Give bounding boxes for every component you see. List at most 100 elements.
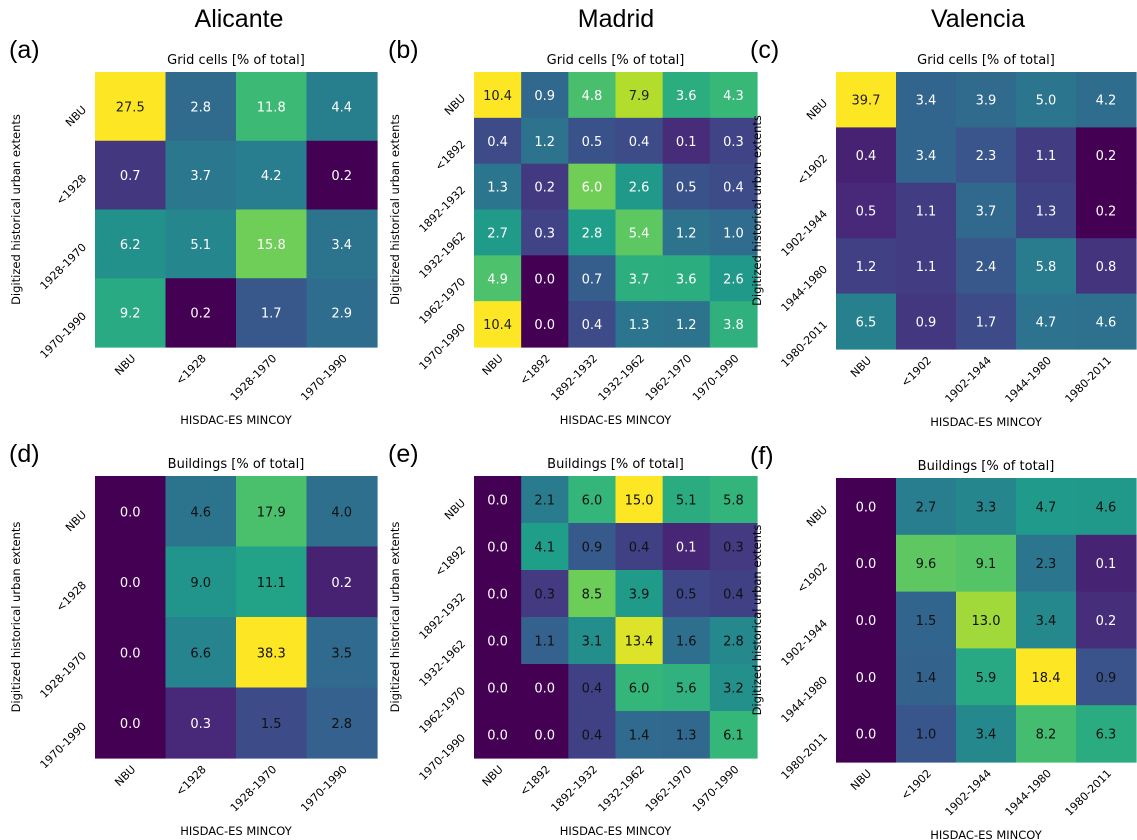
y-tick-label: <1928 xyxy=(54,172,90,208)
cell-value: 1.0 xyxy=(723,226,744,241)
cell-value: 10.4 xyxy=(483,89,512,104)
cell-value: 4.8 xyxy=(582,89,603,104)
heatmap-cell xyxy=(474,209,522,256)
cell-value: 11.1 xyxy=(257,576,286,591)
heatmap-cell xyxy=(1076,648,1137,706)
y-tick-label: NBU xyxy=(804,97,830,123)
heatmap-cell xyxy=(615,301,664,348)
x-tick-label: 1932-1962 xyxy=(596,352,648,404)
cell-value: 2.6 xyxy=(723,272,744,287)
y-tick-label: 1970-1990 xyxy=(417,321,469,373)
heatmap-cell xyxy=(662,117,711,165)
heatmap-cell xyxy=(521,617,569,665)
heatmap-cell xyxy=(709,163,758,211)
panel-label: (c) xyxy=(750,36,779,64)
heatmap-cell xyxy=(95,140,167,211)
y-tick-label: <1902 xyxy=(795,152,831,188)
cell-value: 0.7 xyxy=(120,169,141,184)
heatmap-cell xyxy=(521,570,569,618)
cell-value: 5.9 xyxy=(976,671,997,686)
panel-label: (d) xyxy=(9,440,40,468)
heatmap-cell xyxy=(896,478,957,536)
heatmap-cell xyxy=(521,476,569,524)
heatmap-cell xyxy=(568,72,617,119)
heatmap-cell xyxy=(615,617,664,665)
heatmap-cell xyxy=(521,117,569,165)
heatmap-cell xyxy=(1016,127,1077,184)
cell-value: 0.4 xyxy=(629,541,650,556)
panel-title: Grid cells [% of total] xyxy=(917,53,1055,68)
heatmap-cell xyxy=(836,127,897,184)
x-tick-label: 1928-1970 xyxy=(228,763,280,815)
heatmap-cell xyxy=(306,617,378,689)
heatmap-cell xyxy=(306,278,378,348)
cell-value: 1.3 xyxy=(487,181,508,196)
heatmap-cell xyxy=(95,72,167,142)
heatmap-cell xyxy=(836,478,897,536)
y-tick-label: NBU xyxy=(63,103,89,129)
cell-value: 0.0 xyxy=(534,729,555,744)
heatmap-cell xyxy=(896,648,957,706)
heatmap-cell xyxy=(836,534,897,593)
cell-value: 13.4 xyxy=(625,635,654,650)
heatmap-cell xyxy=(165,72,237,142)
heatmap-panels: (a) Grid cells [% of total] 27.5 2.8 11.8 4.4… xyxy=(9,36,1137,840)
x-tick-label: 1970-1990 xyxy=(298,352,350,404)
heatmap-cell xyxy=(956,478,1017,536)
heatmap-cell xyxy=(568,255,617,302)
heatmap-cell xyxy=(836,591,897,649)
cell-value: 4.2 xyxy=(261,169,282,184)
y-tick-label: 1928-1970 xyxy=(38,649,90,701)
cell-value: 1.7 xyxy=(261,307,282,322)
cell-value: 2.1 xyxy=(534,494,555,509)
cell-value: 6.0 xyxy=(629,682,650,697)
heatmap-cell xyxy=(662,711,711,759)
cell-value: 0.9 xyxy=(916,315,937,330)
heatmap-cell xyxy=(709,255,758,302)
cell-value: 1.2 xyxy=(676,318,697,333)
x-tick-label: 1980-2011 xyxy=(1063,354,1115,406)
cell-value: 27.5 xyxy=(116,100,145,115)
cell-value: 1.5 xyxy=(261,717,282,732)
y-tick-label: 1944-1980 xyxy=(779,263,831,315)
cell-value: 3.1 xyxy=(582,635,603,650)
cell-value: 0.4 xyxy=(582,318,603,333)
heatmap-cell xyxy=(956,648,1017,706)
heatmap-cell xyxy=(615,117,664,165)
panel-title: Grid cells [% of total] xyxy=(547,53,685,68)
heatmap-cell xyxy=(474,523,522,571)
heatmap-cell xyxy=(836,182,897,239)
heatmap-cell xyxy=(709,711,758,759)
heatmap-cell xyxy=(521,523,569,571)
y-tick-label: NBU xyxy=(804,503,830,529)
cell-value: 0.4 xyxy=(487,135,508,150)
cell-value: 0.4 xyxy=(582,682,603,697)
x-tick-label: 1962-1970 xyxy=(643,763,695,815)
cell-value: 4.6 xyxy=(1096,500,1117,515)
cell-value: 8.5 xyxy=(582,588,603,603)
cell-value: 1.1 xyxy=(916,260,937,275)
x-tick-label: 1892-1932 xyxy=(548,763,600,815)
cell-value: 0.3 xyxy=(534,226,555,241)
heatmap-cell xyxy=(1076,238,1137,295)
heatmap-cell xyxy=(896,293,957,350)
heatmap-cell xyxy=(521,72,569,119)
cell-value: 0.2 xyxy=(331,576,352,591)
panel-title: Grid cells [% of total] xyxy=(167,53,305,68)
y-tick-label: 1962-1970 xyxy=(417,684,469,736)
cell-value: 5.1 xyxy=(190,238,211,253)
cell-value: 6.0 xyxy=(582,494,603,509)
cell-value: 0.0 xyxy=(120,576,141,591)
x-tick-label: 1902-1944 xyxy=(943,354,995,406)
cell-value: 3.4 xyxy=(1036,614,1057,629)
heatmap-cell xyxy=(521,664,569,712)
x-tick-label: 1944-1980 xyxy=(1003,767,1055,819)
x-tick-label: 1902-1944 xyxy=(943,767,995,819)
heatmap-cell xyxy=(662,301,711,348)
cell-value: 3.4 xyxy=(331,238,352,253)
cell-value: 0.0 xyxy=(856,557,877,572)
heatmap-cell xyxy=(474,117,522,165)
heatmap-cell xyxy=(956,72,1017,128)
y-tick-label: 1892-1932 xyxy=(417,590,469,642)
heatmap-cell xyxy=(568,117,617,165)
